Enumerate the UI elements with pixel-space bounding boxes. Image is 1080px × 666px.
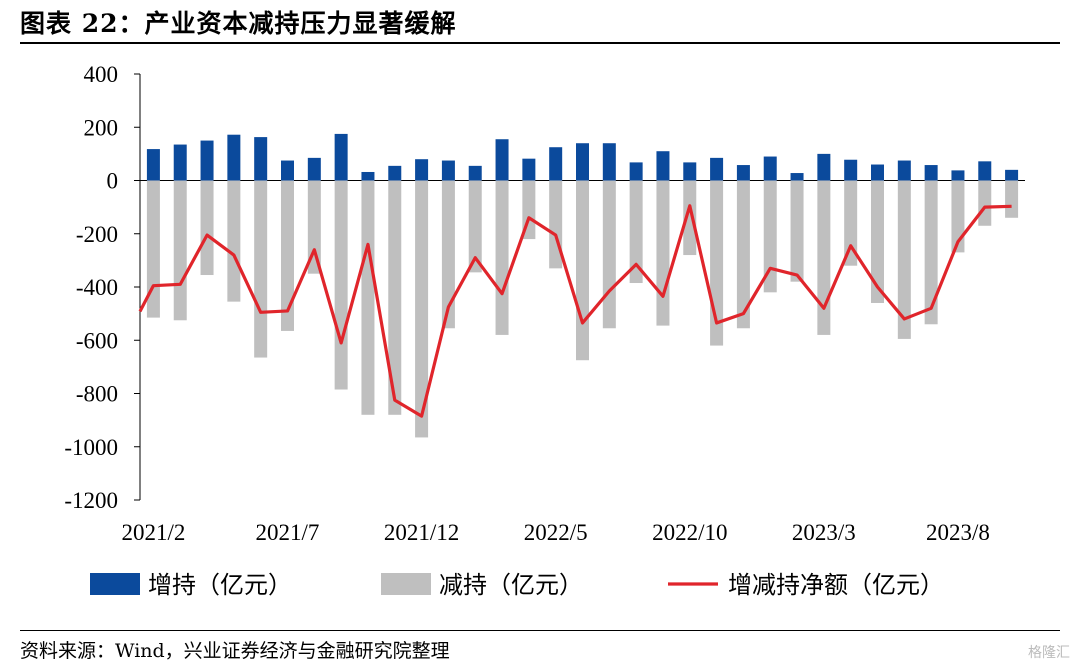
y-tick-label: -200 xyxy=(76,222,118,247)
bar-increase xyxy=(763,156,777,181)
bar-increase xyxy=(173,144,187,181)
legend-swatch-increase xyxy=(90,573,140,595)
bar-increase xyxy=(334,133,348,181)
legend-label-increase: 增持（亿元） xyxy=(148,571,292,599)
bar-decrease xyxy=(415,180,429,438)
source-divider xyxy=(20,630,1060,631)
bar-increase xyxy=(468,165,482,181)
bar-decrease xyxy=(683,180,697,256)
legend-swatch-decrease xyxy=(381,573,431,595)
bar-increase xyxy=(602,143,616,181)
bar-decrease xyxy=(656,180,670,326)
bar-decrease xyxy=(736,180,750,329)
x-tick-label: 2022/10 xyxy=(652,520,727,545)
bar-increase xyxy=(844,159,858,181)
bar-decrease xyxy=(629,180,643,284)
legend-label-decrease: 减持（亿元） xyxy=(439,571,583,599)
y-tick-label: -400 xyxy=(76,275,118,300)
x-tick-label: 2021/2 xyxy=(121,520,185,545)
bar-decrease xyxy=(441,180,455,329)
bar-decrease xyxy=(334,180,348,390)
source-note: 资料来源：Wind，兴业证券经济与金融研究院整理 xyxy=(20,640,450,662)
watermark: 格隆汇 xyxy=(1028,645,1070,661)
bar-increase xyxy=(629,162,643,181)
x-tick-label: 2021/7 xyxy=(256,520,320,545)
y-tick-label: 200 xyxy=(84,115,119,140)
bar-decrease xyxy=(576,180,589,361)
bar-decrease xyxy=(602,180,616,329)
y-tick-label: 400 xyxy=(84,62,119,87)
bar-increase xyxy=(871,164,884,181)
y-tick-label: -1200 xyxy=(64,488,118,513)
bar-increase xyxy=(307,157,321,181)
bar-decrease xyxy=(281,180,294,331)
bar-increase xyxy=(146,149,160,181)
bar-increase xyxy=(1005,169,1019,181)
bar-increase xyxy=(441,160,455,181)
bar-increase xyxy=(388,165,402,181)
bar-decrease xyxy=(871,180,884,303)
x-tick-label: 2021/12 xyxy=(384,520,459,545)
bar-increase xyxy=(978,161,992,181)
bar-increase xyxy=(951,170,965,181)
bar-decrease xyxy=(924,180,938,325)
chart: 400 200 0 -200 -400 -600 -800 -1000 -1200 2021/2… xyxy=(64,62,1025,599)
x-tick-label: 2023/8 xyxy=(926,520,990,545)
bar-increase xyxy=(683,162,697,181)
bar-decrease xyxy=(844,180,858,266)
bar-decrease xyxy=(361,180,375,415)
bar-increase xyxy=(710,157,724,181)
bar-decrease xyxy=(978,180,992,226)
bar-decrease xyxy=(254,180,268,358)
bar-increase xyxy=(897,160,911,181)
y-tick-label: -800 xyxy=(76,382,118,407)
bar-decrease xyxy=(468,180,482,273)
x-tick-label: 2023/3 xyxy=(792,520,856,545)
bar-decrease xyxy=(790,180,804,282)
bar-increase xyxy=(790,173,804,181)
bar-decrease xyxy=(495,180,509,335)
bar-increase xyxy=(361,171,375,181)
x-tick-label: 2022/5 xyxy=(524,520,588,545)
title-divider xyxy=(20,42,1060,44)
bar-decrease xyxy=(200,180,214,276)
y-tick-label: -1000 xyxy=(64,435,118,460)
bar-increase xyxy=(736,165,750,181)
bar-decrease xyxy=(146,180,160,318)
y-tick-label: 0 xyxy=(107,169,119,194)
bar-decrease xyxy=(173,180,187,321)
bar-decrease xyxy=(307,180,321,274)
bar-increase xyxy=(576,143,589,181)
bar-decrease xyxy=(1005,180,1019,218)
bar-increase xyxy=(200,140,214,181)
legend-label-net: 增减持净额（亿元） xyxy=(728,571,944,599)
bar-decrease xyxy=(388,180,402,415)
bar-increase xyxy=(495,139,509,181)
bar-increase xyxy=(817,153,831,181)
y-tick-label: -600 xyxy=(76,328,118,353)
bar-decrease xyxy=(817,180,831,335)
bar-increase xyxy=(656,151,670,181)
figure-title: 图表 22：产业资本减持压力显著缓解 xyxy=(20,9,457,38)
bar-increase xyxy=(227,134,241,181)
bar-decrease xyxy=(227,180,241,302)
bar-increase xyxy=(281,160,294,181)
bar-decrease xyxy=(763,180,777,293)
net-series-line xyxy=(138,204,1012,418)
bar-increase xyxy=(254,137,268,181)
bar-decrease xyxy=(897,180,911,339)
bar-increase xyxy=(415,159,429,181)
bar-decrease xyxy=(951,180,965,253)
bar-increase xyxy=(924,165,938,181)
bar-increase xyxy=(522,158,536,181)
bar-increase xyxy=(549,147,563,181)
